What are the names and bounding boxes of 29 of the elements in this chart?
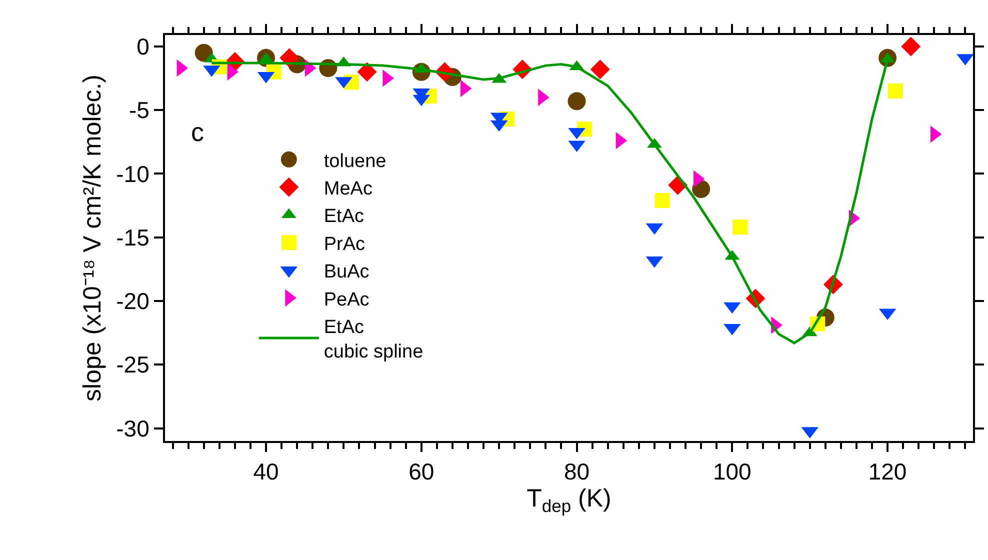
point bbox=[568, 92, 586, 110]
legend-label: PeAc bbox=[324, 289, 370, 310]
point bbox=[590, 60, 610, 80]
point bbox=[888, 84, 903, 98]
x-tick-label: 120 bbox=[868, 458, 907, 485]
annotation: c bbox=[191, 117, 204, 147]
point bbox=[654, 192, 670, 208]
legend-label: BuAc bbox=[324, 262, 370, 283]
legend-label: EtAc cubic spline bbox=[324, 317, 424, 363]
legend-label: PrAc bbox=[324, 234, 366, 255]
legend-label: MeAc bbox=[324, 178, 372, 200]
y-tick-label: -25 bbox=[116, 352, 150, 378]
x-axis-title: T$_{dep}$ (K) bbox=[526, 484, 612, 516]
y-tick-label: 0 bbox=[136, 34, 150, 60]
point bbox=[901, 36, 921, 56]
x-tick-label: 80 bbox=[564, 458, 590, 485]
point bbox=[732, 220, 748, 235]
x-tick-label: 100 bbox=[712, 458, 752, 485]
y-tick-label: -15 bbox=[116, 224, 150, 250]
y-axis-title: slope (x10⁻¹⁸ V cm²/K molec.) bbox=[78, 74, 106, 402]
y-tick-label: -20 bbox=[116, 288, 150, 314]
y-tick-label: -5 bbox=[128, 97, 150, 124]
x-tick-label: 60 bbox=[408, 458, 434, 485]
legend-label: toluene bbox=[324, 150, 386, 172]
point bbox=[357, 62, 377, 82]
x-tick-label: 40 bbox=[253, 458, 279, 485]
y-tick-label: -30 bbox=[116, 415, 150, 442]
y-tick-label: -10 bbox=[116, 160, 150, 187]
legend-label: EtAc bbox=[324, 206, 364, 228]
